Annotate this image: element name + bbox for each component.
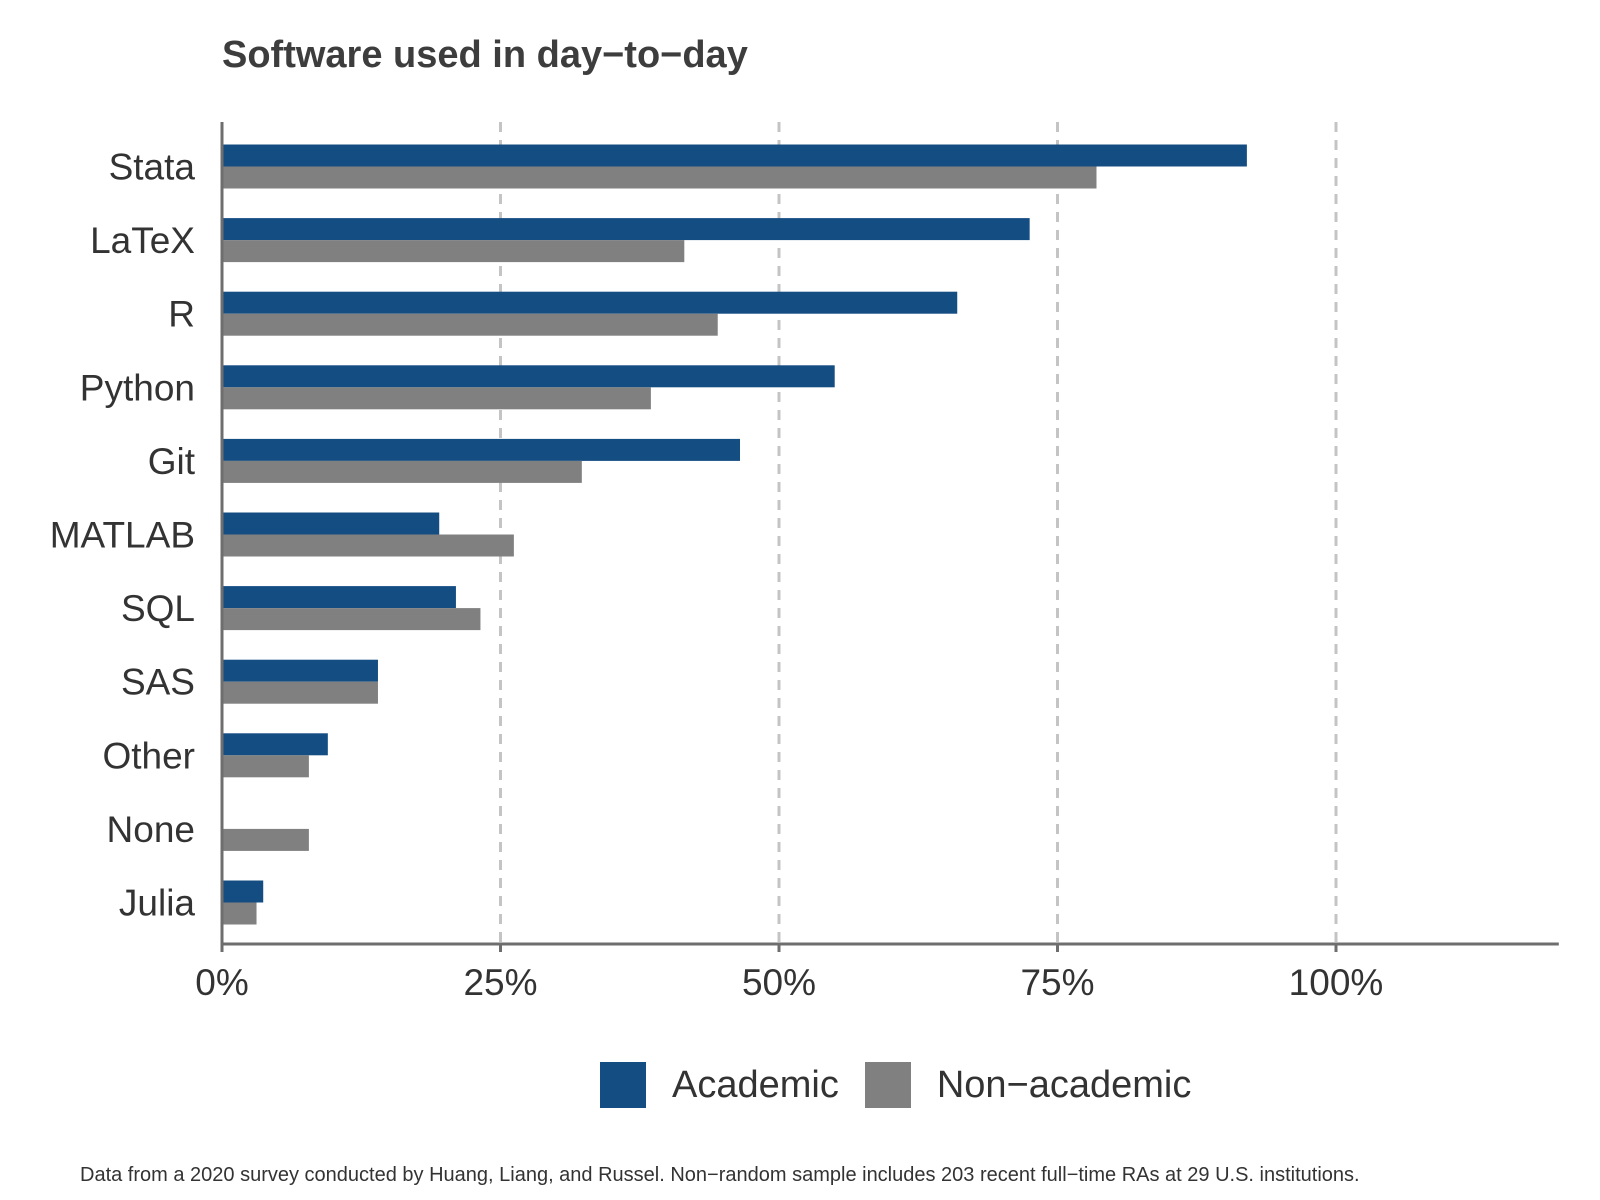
bar-r-academic [222,291,958,314]
category-label-git: Git [148,441,196,482]
category-label-sql: SQL [121,588,195,629]
x-tick-label-25: 25% [463,962,537,1003]
footnote: Data from a 2020 survey conducted by Hua… [80,1164,1360,1186]
bars [222,144,1247,925]
bar-latex-non-academic [222,240,685,263]
legend-label-academic: Academic [672,1063,839,1106]
bar-sas-academic [222,659,378,682]
category-label-stata: Stata [109,147,196,188]
x-tick-label-75: 75% [1020,962,1094,1003]
legend-swatch-academic [600,1062,646,1108]
bar-python-academic [222,365,835,388]
axes [220,122,1559,952]
legend-item-non-academic: Non−academic [864,1062,1192,1108]
grid-lines [499,122,1338,944]
x-tick-label-50: 50% [742,962,816,1003]
bar-matlab-academic [222,512,440,535]
category-label-julia: Julia [119,883,196,924]
bar-julia-academic [222,880,264,903]
legend-item-academic: Academic [600,1062,839,1108]
bar-latex-academic [222,218,1030,241]
bar-other-non-academic [222,755,309,778]
bar-r-non-academic [222,313,718,336]
bar-sql-academic [222,586,456,609]
bar-git-non-academic [222,460,582,483]
chart-title: Software used in day−to−day [222,34,748,76]
x-tick-label-0: 0% [195,962,248,1003]
bar-python-non-academic [222,387,651,410]
category-label-matlab: MATLAB [50,515,195,556]
category-label-r: R [168,294,195,335]
category-label-latex: LaTeX [90,220,195,261]
bar-sas-non-academic [222,681,378,704]
category-label-other: Other [102,735,195,776]
legend: Academic Non−academic [600,1062,1217,1108]
category-label-python: Python [80,367,195,408]
bar-other-academic [222,733,328,756]
bar-stata-academic [222,144,1247,167]
bar-stata-non-academic [222,166,1097,189]
bar-sql-non-academic [222,608,481,631]
x-tick-label-100: 100% [1289,962,1384,1003]
category-label-none: None [107,809,195,850]
bar-git-academic [222,438,741,461]
bar-matlab-non-academic [222,534,514,557]
legend-label-non-academic: Non−academic [936,1063,1192,1106]
legend-swatch-non-academic [864,1062,911,1108]
axis-labels: Stata LaTeX R Python Git MATLAB SQL SAS Other Non… [50,147,1384,1004]
bar-none-non-academic [222,828,309,851]
bar-julia-non-academic [222,902,257,925]
category-label-sas: SAS [121,662,195,703]
